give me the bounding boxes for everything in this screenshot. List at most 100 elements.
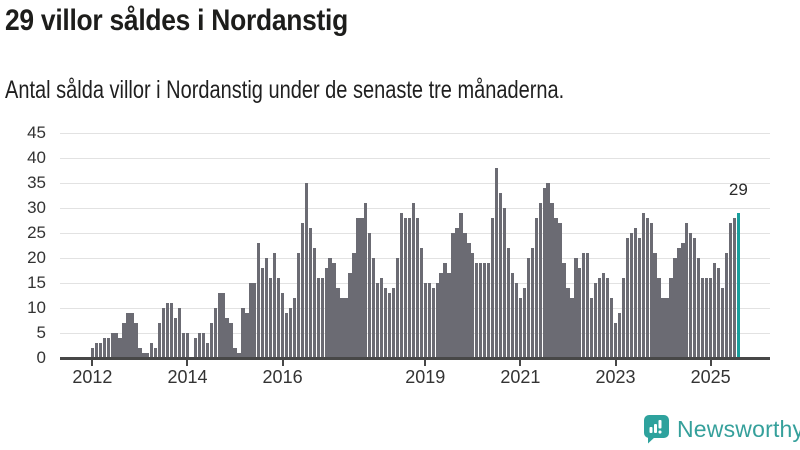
- bar: [201, 332, 205, 358]
- x-axis-label: 2021: [500, 367, 541, 387]
- bar: [673, 257, 677, 358]
- y-axis-label: 35: [27, 172, 46, 192]
- bar: [304, 182, 308, 358]
- bar: [625, 237, 630, 358]
- bar: [229, 322, 233, 358]
- bar: [98, 342, 102, 358]
- bar: [566, 287, 570, 358]
- bar: [716, 267, 721, 358]
- bar: [411, 202, 416, 358]
- bar: [483, 262, 487, 358]
- y-axis-label: 10: [27, 297, 46, 317]
- y-axis-label: 5: [36, 322, 46, 342]
- bar: [118, 337, 122, 358]
- bar: [253, 282, 257, 358]
- bar: [249, 282, 253, 358]
- bar: [574, 257, 578, 358]
- bar: [510, 272, 515, 358]
- bar: [609, 297, 614, 358]
- bar: [732, 217, 737, 358]
- bar: [344, 297, 348, 358]
- y-axis-label: 15: [27, 272, 46, 292]
- chart-subtitle: Antal sålda villor i Nordanstig under de…: [5, 76, 565, 104]
- x-axis-tick: [186, 359, 189, 366]
- bar: [693, 237, 697, 358]
- bar: [542, 187, 546, 358]
- bar: [471, 252, 475, 358]
- bar: [391, 287, 396, 358]
- bar: [134, 322, 138, 358]
- bar: [605, 277, 610, 358]
- bar: [205, 342, 209, 358]
- bar: [273, 252, 277, 358]
- bar: [601, 272, 606, 358]
- x-axis-label: 2025: [690, 367, 731, 387]
- bar: [530, 247, 534, 358]
- x-axis-tick: [281, 359, 284, 366]
- bar: [685, 222, 689, 358]
- bar: [617, 312, 622, 358]
- bar: [661, 297, 665, 358]
- bar: [479, 262, 483, 358]
- bar: [130, 312, 134, 358]
- bar: [629, 232, 633, 358]
- bar: [265, 257, 269, 358]
- bar: [467, 242, 471, 358]
- bar: [241, 307, 245, 358]
- x-axis-tick: [519, 359, 522, 366]
- bar: [380, 277, 384, 358]
- bar: [582, 252, 586, 358]
- bar: [657, 277, 661, 358]
- bar: [154, 347, 158, 358]
- bar: [506, 247, 511, 358]
- y-axis-label: 20: [27, 247, 46, 267]
- bar: [570, 297, 574, 358]
- bar: [269, 277, 273, 358]
- bar: [399, 212, 404, 358]
- bar: [526, 257, 530, 358]
- bar: [681, 242, 685, 358]
- bar: [138, 347, 142, 358]
- bar: [300, 222, 305, 358]
- bar: [705, 277, 709, 358]
- x-axis-label: 2012: [72, 367, 113, 387]
- bar: [455, 227, 459, 358]
- bar: [185, 332, 190, 358]
- x-axis-tick: [614, 359, 617, 366]
- bar: [328, 257, 332, 358]
- bar: [383, 287, 388, 358]
- bar: [669, 277, 673, 358]
- bar: [538, 202, 542, 358]
- bar: [150, 342, 154, 358]
- y-axis-label: 40: [27, 147, 46, 167]
- bar: [106, 337, 110, 358]
- bar: [419, 247, 423, 358]
- bar: [336, 287, 340, 358]
- bar: [407, 217, 412, 358]
- bar: [181, 332, 186, 358]
- bar: [308, 227, 312, 358]
- y-axis-label: 25: [27, 222, 46, 242]
- bar: [324, 267, 328, 358]
- bar: [720, 287, 725, 358]
- bar: [356, 217, 360, 358]
- bar: [724, 252, 729, 358]
- bar: [320, 277, 324, 358]
- bar: [502, 207, 507, 358]
- bar: [387, 292, 392, 358]
- highlight-bar: [736, 212, 740, 358]
- bar: [284, 312, 289, 358]
- bar: [665, 297, 669, 358]
- bar: [590, 297, 594, 358]
- bar: [443, 262, 447, 358]
- last-value-label: 29: [728, 180, 748, 199]
- bar: [376, 282, 380, 358]
- bar: [403, 217, 408, 358]
- newsworthy-logo: Newsworthy: [644, 415, 800, 444]
- bar: [364, 202, 368, 358]
- x-axis-label: 2023: [595, 367, 636, 387]
- bar: [633, 227, 637, 358]
- bar: [261, 267, 265, 358]
- bar: [641, 212, 645, 358]
- y-axis-label: 0: [36, 347, 46, 367]
